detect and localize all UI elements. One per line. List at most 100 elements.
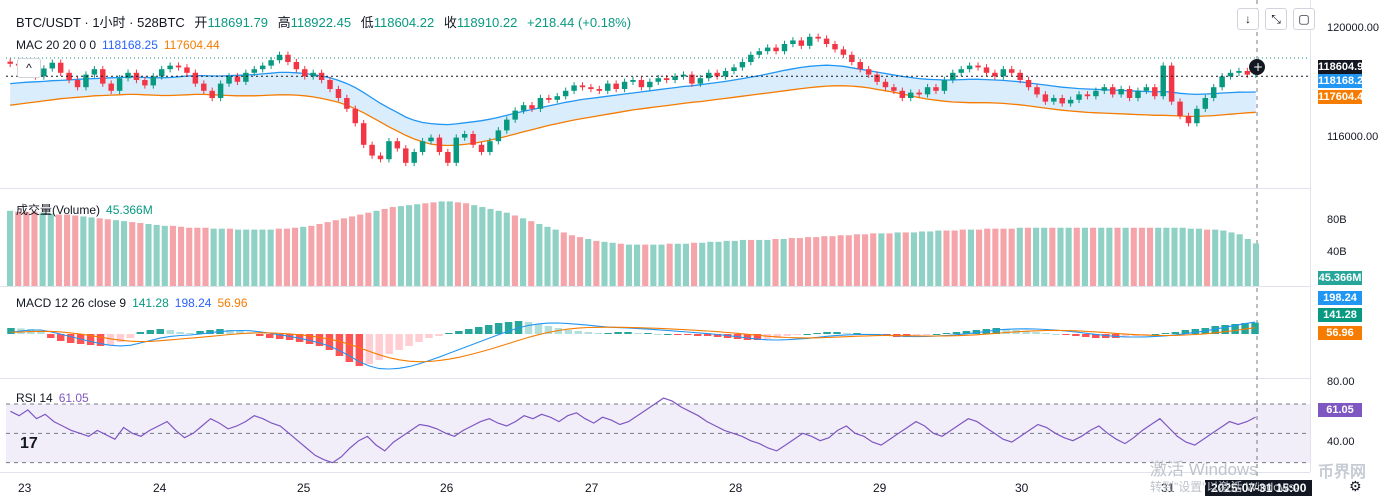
candle-body: [916, 92, 922, 95]
rsi-line: [10, 397, 1256, 464]
volume-bar: [585, 239, 592, 286]
volume-bar: [536, 223, 543, 286]
macd-histogram-bar: [166, 330, 174, 334]
volume-bar: [210, 228, 217, 286]
arrow-down-button[interactable]: ↓: [1237, 8, 1259, 30]
collapse-legend-button[interactable]: ^: [17, 58, 41, 78]
candle-body: [849, 54, 855, 62]
volume-bar: [1179, 227, 1186, 286]
volume-legend[interactable]: 成交量(Volume) 45.366M: [16, 201, 153, 218]
candle-body: [891, 87, 897, 91]
macd-histogram-bar: [793, 334, 801, 335]
candle-body: [1194, 108, 1200, 124]
volume-bar: [715, 241, 722, 286]
volume-bar: [748, 239, 755, 286]
candle-body: [226, 76, 232, 84]
candle-body: [394, 141, 401, 149]
candle-body: [714, 72, 720, 77]
candle-body: [958, 69, 964, 73]
macd-legend[interactable]: MACD 12 26 close 9 141.28 198.24 56.96: [16, 296, 248, 310]
volume-bar: [601, 241, 608, 286]
volume-bar: [1244, 239, 1251, 286]
ma-fast-tag: 118168.25: [1318, 74, 1370, 88]
volume-bar: [1236, 234, 1243, 286]
candle-body: [360, 123, 367, 145]
macd-histogram-bar: [57, 334, 65, 341]
candle-body: [302, 69, 308, 77]
macd-histogram-bar: [206, 330, 214, 334]
candle-body: [167, 65, 173, 70]
volume-bar: [31, 211, 38, 286]
volume-bar: [218, 228, 225, 286]
volume-bar: [568, 235, 575, 286]
volume-bar: [935, 230, 942, 286]
candle-body: [907, 92, 914, 98]
high-label: 高: [277, 15, 291, 30]
candle-body: [562, 90, 569, 97]
expand-button[interactable]: ⤡: [1265, 8, 1287, 30]
maximize-button[interactable]: ▢: [1293, 8, 1315, 30]
candle-body: [731, 67, 737, 71]
macd-histogram-bar: [693, 334, 702, 336]
candle-body: [411, 152, 417, 163]
candle-body: [268, 60, 274, 66]
volume-bar: [609, 242, 616, 286]
volume-bar: [894, 232, 901, 286]
candle-body: [310, 72, 316, 77]
high-value: 118922.45: [290, 15, 352, 30]
tradingview-logo-icon: 17: [20, 435, 38, 452]
candle-body: [647, 81, 653, 88]
macd-histogram-bar: [952, 332, 961, 334]
macd-histogram-bar: [584, 332, 592, 334]
macd-histogram-bar: [66, 334, 75, 343]
settings-gear-icon[interactable]: ⚙: [1349, 478, 1362, 494]
volume-bar: [951, 230, 958, 286]
change-value: +218.44 (+0.18%): [526, 15, 632, 30]
candle-body: [453, 137, 459, 163]
volume-bar: [259, 229, 266, 286]
macd-histogram-bar: [992, 328, 1000, 334]
macd-histogram-bar: [176, 332, 184, 334]
volume-bar: [332, 220, 339, 286]
macd-histogram-bar: [37, 332, 45, 334]
chart-header: BTC/USDT · 1小时 · 528BTC 开118691.79 高1189…: [16, 12, 631, 31]
candle-body: [1034, 87, 1040, 95]
candle-body: [352, 108, 359, 124]
volume-bar: [88, 217, 95, 286]
rsi-tag: 61.05: [1318, 403, 1362, 417]
volume-bar: [780, 239, 787, 286]
candle-body: [108, 83, 114, 91]
volume-bar: [699, 242, 706, 286]
macd-histogram-bar: [823, 332, 831, 334]
candle-body: [798, 40, 805, 46]
volume-bar: [1163, 227, 1170, 286]
macd-histogram-bar: [106, 334, 115, 345]
macd-histogram-bar: [972, 330, 981, 334]
volume-bar: [919, 231, 926, 286]
candle-body: [1210, 87, 1217, 98]
candle-body: [882, 81, 889, 88]
price-tick-120000: 120000.00: [1327, 22, 1379, 34]
candle-body: [74, 80, 81, 88]
candle-body: [1084, 94, 1091, 97]
rsi-legend[interactable]: RSI 14 61.05: [16, 391, 89, 405]
candle-body: [1227, 72, 1234, 77]
macd-histogram-bar: [624, 332, 632, 334]
candle-body: [461, 134, 468, 138]
candle-body: [756, 51, 762, 55]
ma-legend[interactable]: MAC 20 20 0 0 118168.25 117604.44: [16, 38, 220, 52]
candle-body: [57, 62, 64, 73]
volume-bar: [438, 201, 445, 286]
candle-body: [419, 141, 426, 152]
rsi-name: RSI 14: [16, 391, 53, 405]
candle-body: [630, 80, 636, 82]
symbol-title[interactable]: BTC/USDT · 1小时 · 528BTC: [16, 15, 185, 30]
volume-bar: [1130, 227, 1137, 286]
macd-histogram-bar: [1171, 332, 1180, 334]
macd-histogram-bar: [942, 333, 951, 334]
candle-body: [1219, 76, 1225, 88]
candle-body: [1236, 71, 1242, 73]
volume-bar: [23, 211, 30, 286]
macd-line-value: 198.24: [174, 296, 212, 310]
